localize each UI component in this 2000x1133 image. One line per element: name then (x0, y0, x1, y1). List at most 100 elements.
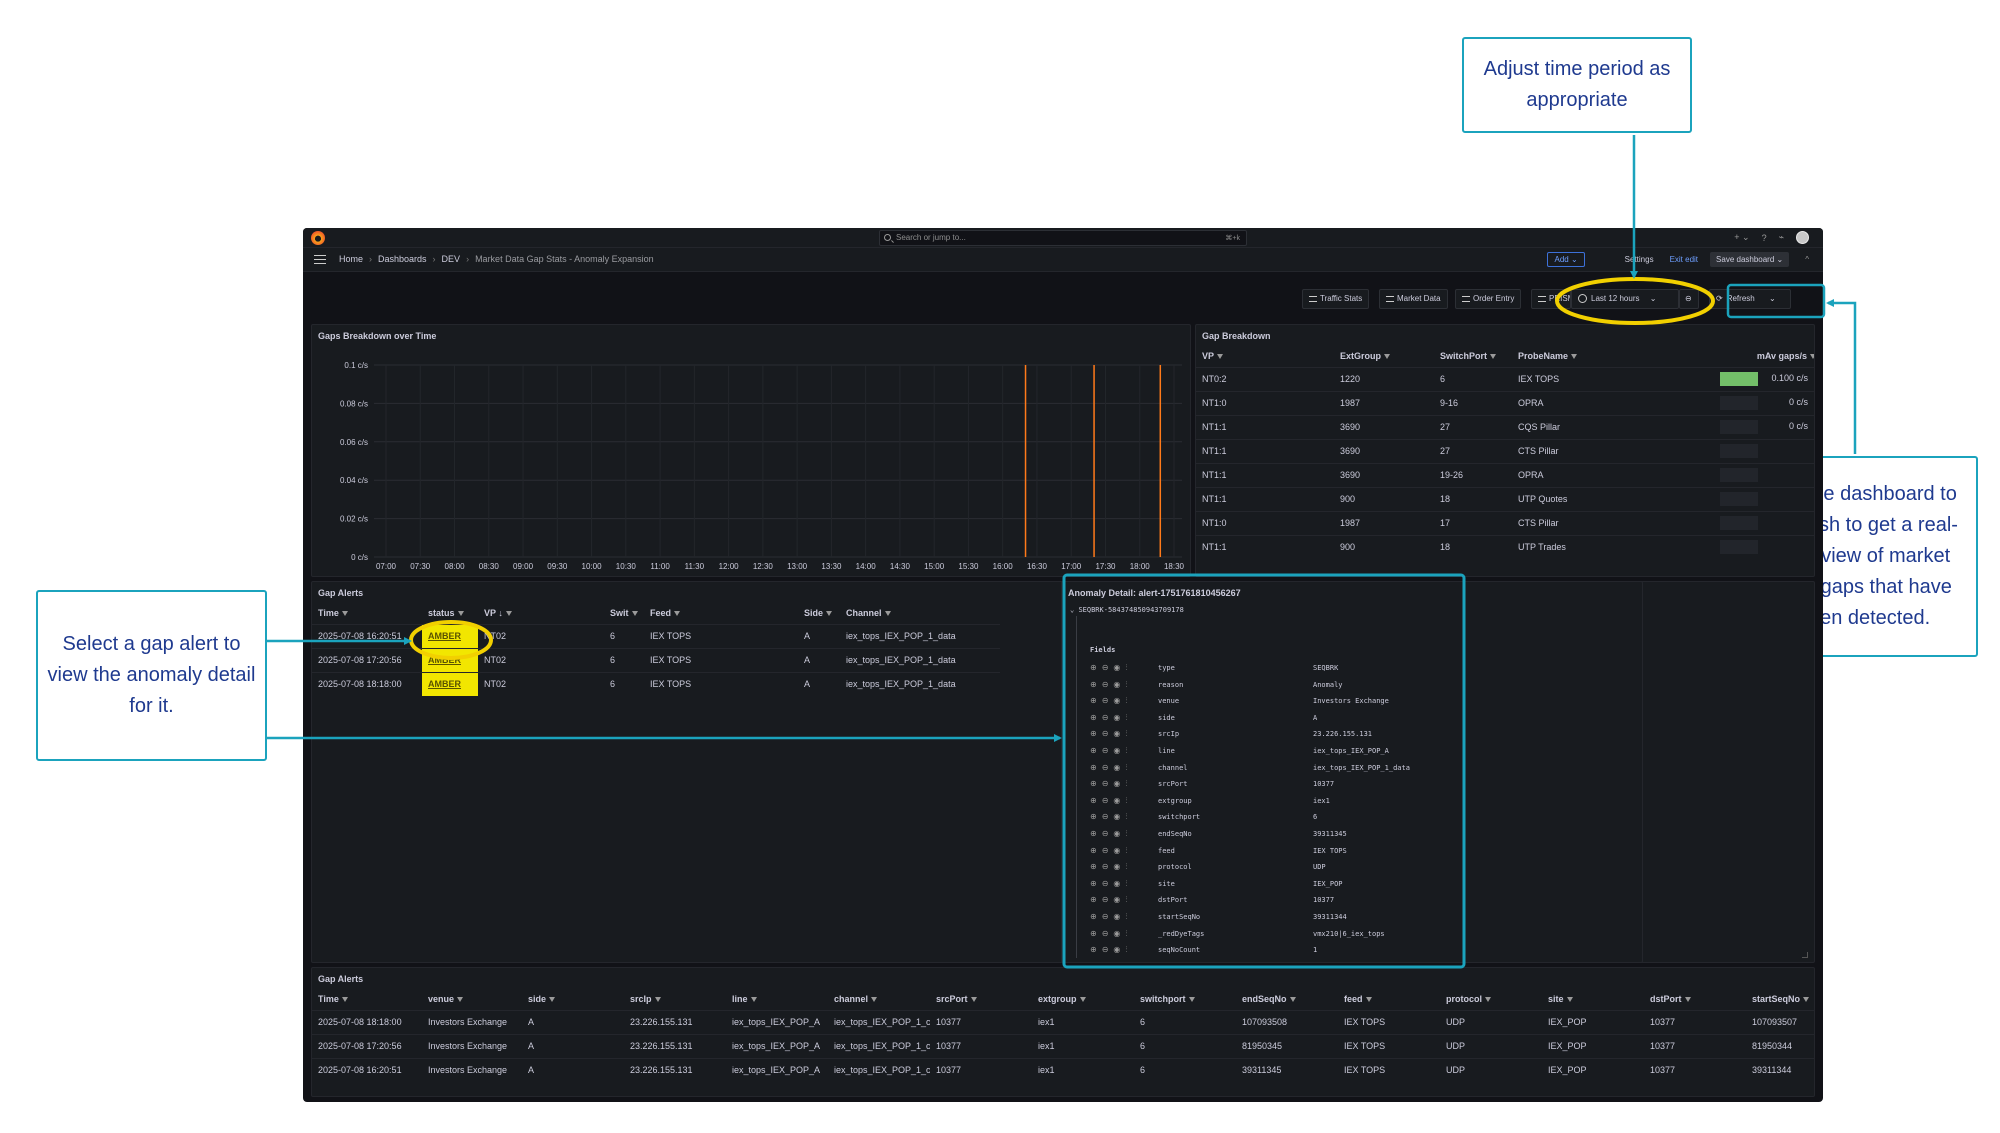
zoom-in-icon[interactable]: ⊕ (1090, 762, 1097, 772)
stats-icon[interactable]: ⫶ (1125, 812, 1128, 822)
stats-icon[interactable]: ⫶ (1125, 696, 1128, 706)
help-icon[interactable]: ? (1761, 232, 1767, 243)
column-header[interactable]: ProbeName (1512, 345, 1712, 367)
breadcrumb-dev[interactable]: DEV (441, 254, 461, 264)
filter-icon[interactable] (1188, 996, 1195, 1002)
filter-icon[interactable] (674, 610, 681, 616)
zoom-in-icon[interactable]: ⊕ (1090, 696, 1097, 706)
table-row[interactable]: NT1:1 900 18 UTP Trades (1196, 534, 1814, 559)
table-row[interactable]: NT1:1 900 18 UTP Quotes (1196, 486, 1814, 511)
stats-icon[interactable]: ⫶ (1125, 862, 1128, 872)
time-range-picker[interactable]: Last 12 hours ⌄ (1571, 289, 1679, 309)
column-header[interactable]: site (1542, 988, 1644, 1010)
filter-icon[interactable] (1571, 353, 1578, 359)
eye-icon[interactable]: ◉ (1113, 663, 1121, 672)
column-header[interactable]: SwitchPort (1434, 345, 1512, 367)
stats-icon[interactable]: ⫶ (1125, 679, 1128, 689)
stats-icon[interactable]: ⫶ (1125, 712, 1128, 722)
column-header[interactable]: VP (1196, 345, 1334, 367)
eye-icon[interactable]: ◉ (1113, 795, 1121, 805)
eye-icon[interactable]: ◉ (1113, 862, 1121, 872)
eye-icon[interactable]: ◉ (1113, 928, 1121, 938)
zoom-out-icon[interactable]: ⊖ (1101, 729, 1109, 739)
zoom-in-icon[interactable]: ⊕ (1090, 712, 1097, 722)
search-input[interactable]: Search or jump to... ⌘+k (879, 230, 1247, 246)
grafana-logo-icon[interactable] (311, 231, 325, 245)
filter-icon[interactable] (1566, 996, 1573, 1002)
filter-icon[interactable] (826, 610, 833, 616)
filter-icon[interactable] (884, 610, 891, 616)
table-row[interactable]: NT1:1 3690 19-26 OPRA (1196, 462, 1814, 487)
column-header[interactable]: srcIp (624, 988, 726, 1010)
zoom-out-icon[interactable]: ⊖ (1101, 878, 1109, 888)
zoom-out-button[interactable]: ⊖ (1679, 289, 1699, 309)
zoom-out-icon[interactable]: ⊖ (1101, 795, 1109, 805)
zoom-out-icon[interactable]: ⊖ (1101, 812, 1109, 822)
column-header[interactable]: Swit (604, 602, 644, 624)
column-header[interactable]: switchport (1134, 988, 1236, 1010)
link-market-data[interactable]: Market Data (1379, 289, 1448, 309)
eye-icon[interactable]: ◉ (1113, 945, 1121, 955)
refresh-button[interactable]: ⟳ Refresh ⌄ (1709, 289, 1791, 309)
eye-icon[interactable]: ◉ (1113, 696, 1121, 706)
eye-icon[interactable]: ◉ (1113, 729, 1121, 739)
column-header[interactable]: srcPort (930, 988, 1032, 1010)
zoom-in-icon[interactable]: ⊕ (1090, 679, 1097, 689)
column-header[interactable]: dstPort (1644, 988, 1746, 1010)
zoom-out-icon[interactable]: ⊖ (1101, 779, 1109, 789)
column-header[interactable]: line (726, 988, 828, 1010)
cell-status[interactable]: AMBER (422, 671, 478, 696)
zoom-in-icon[interactable]: ⊕ (1090, 928, 1097, 938)
stats-icon[interactable]: ⫶ (1125, 912, 1128, 921)
zoom-in-icon[interactable]: ⊕ (1090, 829, 1097, 838)
zoom-out-icon[interactable]: ⊖ (1101, 862, 1109, 872)
filter-icon[interactable] (1289, 996, 1296, 1002)
filter-icon[interactable] (871, 996, 878, 1002)
filter-icon[interactable] (970, 996, 977, 1002)
stats-icon[interactable]: ⫶ (1125, 762, 1128, 772)
filter-icon[interactable] (341, 610, 348, 616)
filter-icon[interactable] (1684, 996, 1691, 1002)
eye-icon[interactable]: ◉ (1113, 679, 1121, 689)
anomaly-group[interactable]: ⌄ SEQBRK-584374850943709178 (1070, 606, 1184, 614)
column-header[interactable]: startSeqNo (1746, 988, 1814, 1010)
eye-icon[interactable]: ◉ (1113, 878, 1121, 888)
settings-button[interactable]: Settings (1624, 255, 1654, 264)
stats-icon[interactable]: ⫶ (1125, 779, 1128, 789)
collapse-icon[interactable]: ^ (1805, 255, 1809, 264)
stats-icon[interactable]: ⫶ (1125, 945, 1128, 955)
eye-icon[interactable]: ◉ (1113, 746, 1121, 755)
resize-handle[interactable] (1802, 952, 1808, 958)
eye-icon[interactable]: ◉ (1113, 912, 1121, 921)
exit-edit-button[interactable]: Exit edit (1669, 255, 1699, 264)
column-header[interactable]: Channel (840, 602, 1000, 624)
filter-icon[interactable] (1485, 996, 1491, 1002)
eye-icon[interactable]: ◉ (1113, 895, 1121, 905)
zoom-in-icon[interactable]: ⊕ (1090, 779, 1097, 789)
new-menu-icon[interactable]: + ⌄ (1734, 232, 1750, 242)
zoom-out-icon[interactable]: ⊖ (1101, 762, 1109, 772)
column-header[interactable]: mAv gaps/s (1712, 345, 1814, 367)
stats-icon[interactable]: ⫶ (1125, 829, 1128, 838)
column-header[interactable]: Time (312, 602, 422, 624)
zoom-in-icon[interactable]: ⊕ (1090, 812, 1097, 822)
zoom-out-icon[interactable]: ⊖ (1101, 746, 1109, 755)
zoom-in-icon[interactable]: ⊕ (1090, 663, 1097, 672)
menu-icon[interactable] (314, 255, 326, 264)
zoom-out-icon[interactable]: ⊖ (1101, 945, 1109, 955)
column-header[interactable]: extgroup (1032, 988, 1134, 1010)
column-header[interactable]: feed (1338, 988, 1440, 1010)
zoom-out-icon[interactable]: ⊖ (1101, 895, 1109, 905)
column-header[interactable]: protocol (1440, 988, 1542, 1010)
column-header[interactable]: Feed (644, 602, 798, 624)
table-row[interactable]: NT1:0 1987 17 CTS Pillar (1196, 510, 1814, 535)
filter-icon[interactable] (1384, 353, 1391, 359)
column-header[interactable]: VP ↓ (478, 602, 604, 624)
stats-icon[interactable]: ⫶ (1125, 878, 1128, 888)
filter-icon[interactable] (549, 996, 556, 1002)
breadcrumb-home[interactable]: Home (339, 254, 364, 264)
zoom-in-icon[interactable]: ⊕ (1090, 862, 1097, 872)
